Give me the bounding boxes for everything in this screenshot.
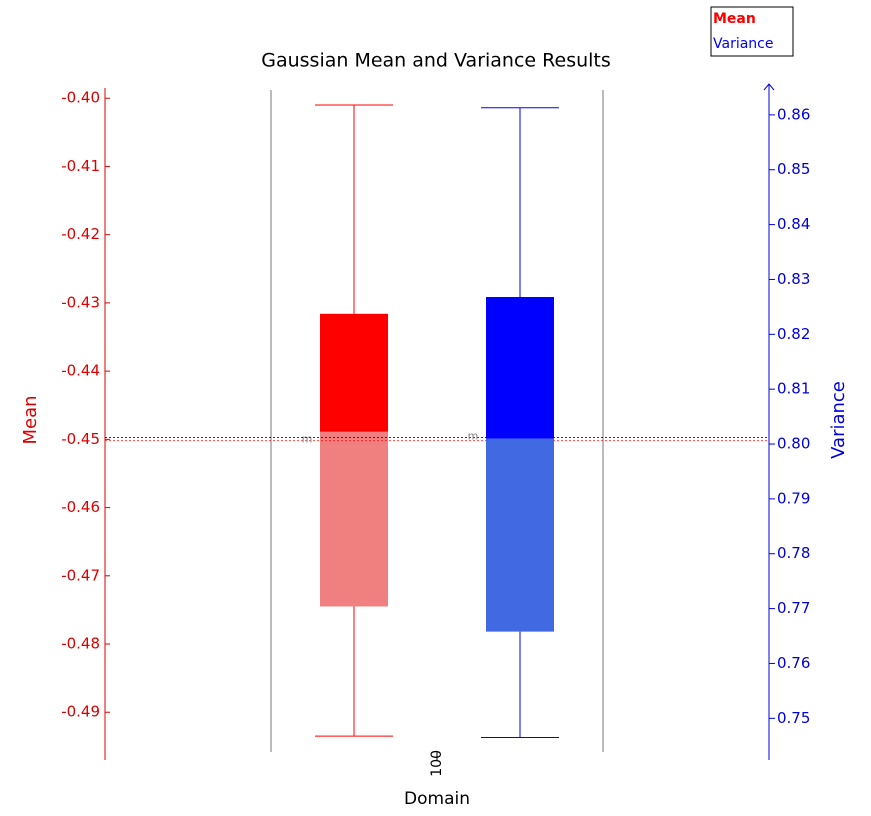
- y2-axis-arrow: [763, 83, 775, 91]
- y-tick-label: -0.43: [61, 293, 100, 311]
- y-tick-label: -0.40: [61, 89, 100, 107]
- legend-entry: Variance: [713, 36, 773, 52]
- y2-tick-label: 0.78: [777, 544, 810, 562]
- legend-entry: Mean: [713, 11, 756, 27]
- legend-box: [710, 6, 794, 57]
- y2-tick-label: 0.75: [777, 709, 810, 727]
- box-upper: [486, 297, 554, 439]
- y2-tick-label: 0.83: [777, 270, 810, 288]
- y-tick-label: -0.44: [61, 362, 100, 380]
- y2-tick-label: 0.84: [777, 215, 810, 233]
- y2-tick-label: 0.86: [777, 105, 810, 123]
- y2-tick-label: 0.77: [777, 599, 810, 617]
- y2-tick-label: 0.79: [777, 489, 810, 507]
- chart-title: Gaussian Mean and Variance Results: [261, 50, 611, 72]
- y2-tick-label: 0.80: [777, 435, 810, 453]
- y-tick-label: -0.45: [61, 430, 100, 448]
- y-axis-label: Mean: [20, 395, 41, 444]
- y2-tick-label: 0.81: [777, 380, 810, 398]
- y-tick-label: -0.42: [61, 225, 100, 243]
- box-lower: [486, 438, 554, 632]
- y2-tick-label: 0.82: [777, 325, 810, 343]
- y2-tick-label: 0.85: [777, 160, 810, 178]
- y-tick-label: -0.49: [61, 703, 100, 721]
- x-axis-label: Domain: [404, 789, 470, 809]
- box-lower: [320, 431, 388, 607]
- y-tick-label: -0.48: [61, 635, 100, 653]
- mean-label: m: [302, 433, 313, 446]
- x-tick-label: 100: [429, 750, 445, 777]
- y-tick-label: -0.47: [61, 566, 100, 584]
- y-tick-label: -0.46: [61, 498, 100, 516]
- y2-axis-label: Variance: [828, 381, 849, 459]
- box-upper: [320, 313, 388, 432]
- y2-tick-label: 0.76: [777, 654, 810, 672]
- y-tick-label: -0.41: [61, 157, 100, 175]
- mean-label: m: [468, 429, 479, 442]
